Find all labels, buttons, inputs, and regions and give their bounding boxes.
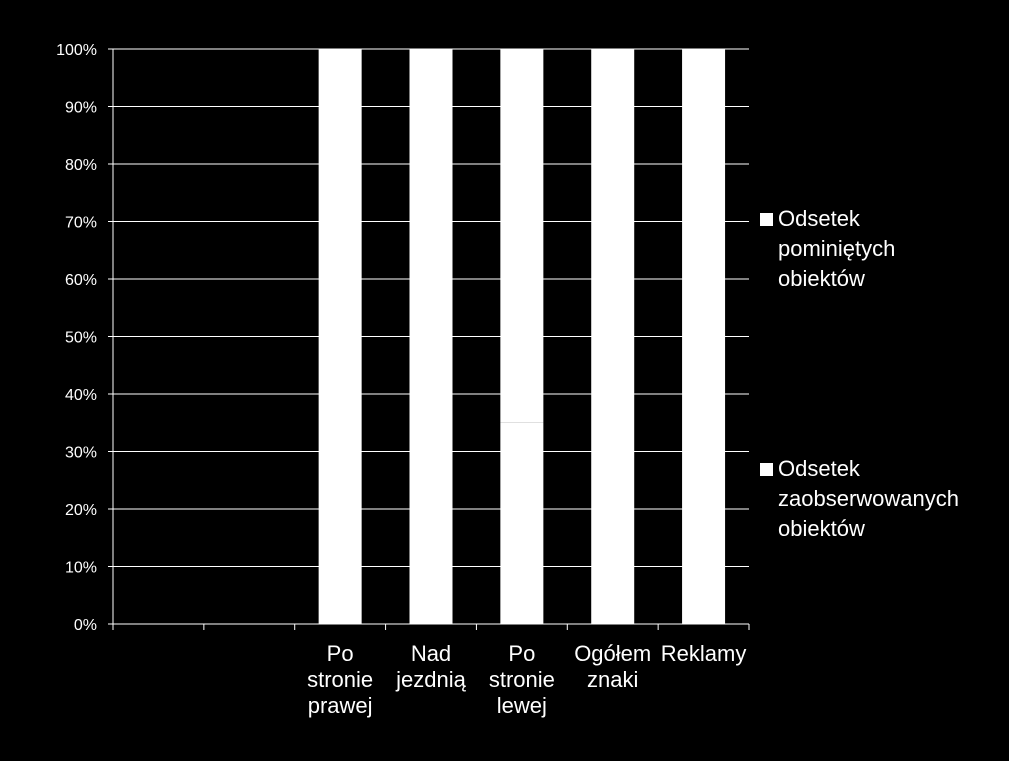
y-tick-label: 80%: [65, 157, 97, 174]
bar-segment: [500, 422, 544, 624]
y-tick-label: 90%: [65, 100, 97, 117]
bar-segment: [591, 394, 635, 624]
y-tick-label: 100%: [56, 42, 97, 59]
legend-label: Odsetek pominiętych obiektów: [778, 206, 895, 291]
bar-segment: [682, 348, 726, 624]
x-tick-label: Po stronie lewej: [489, 641, 555, 718]
y-tick-labels: 0% 10% 20% 30% 40% 50% 60% 70% 80% 90% 100%: [56, 42, 97, 634]
legend-label: Odsetek zaobserwowanych obiektów: [778, 456, 959, 541]
x-tick-label: Reklamy: [661, 641, 747, 666]
y-tick-label: 10%: [65, 560, 97, 577]
legend-swatch: [760, 213, 773, 226]
axes: [108, 48, 750, 630]
y-tick-label: 60%: [65, 272, 97, 289]
bar-segment: [500, 49, 544, 423]
x-tick-label: Po stronie prawej: [307, 641, 373, 718]
bar-segment: [409, 359, 453, 624]
y-tick-label: 50%: [65, 330, 97, 347]
x-tick-label: Nad jezdnią: [395, 641, 466, 692]
y-tick-label: 70%: [65, 215, 97, 232]
bar-segment: [318, 49, 362, 394]
y-tick-label: 30%: [65, 445, 97, 462]
x-tick-label: Ogółem znaki: [574, 641, 651, 692]
bar-segment: [409, 49, 453, 360]
legend-swatch: [760, 463, 773, 476]
y-tick-label: 0%: [74, 617, 97, 634]
x-tick-labels: Po stronie prawej Nad jezdnią Po stronie lewej O…: [307, 641, 746, 718]
y-tick-label: 40%: [65, 387, 97, 404]
bars: [318, 49, 726, 624]
bar-segment: [591, 49, 635, 394]
bar-segment: [682, 49, 726, 348]
y-tick-label: 20%: [65, 502, 97, 519]
bar-segment: [318, 394, 362, 624]
legend: Odsetek pominiętych obiektów Odsetek zaobser…: [760, 206, 959, 541]
